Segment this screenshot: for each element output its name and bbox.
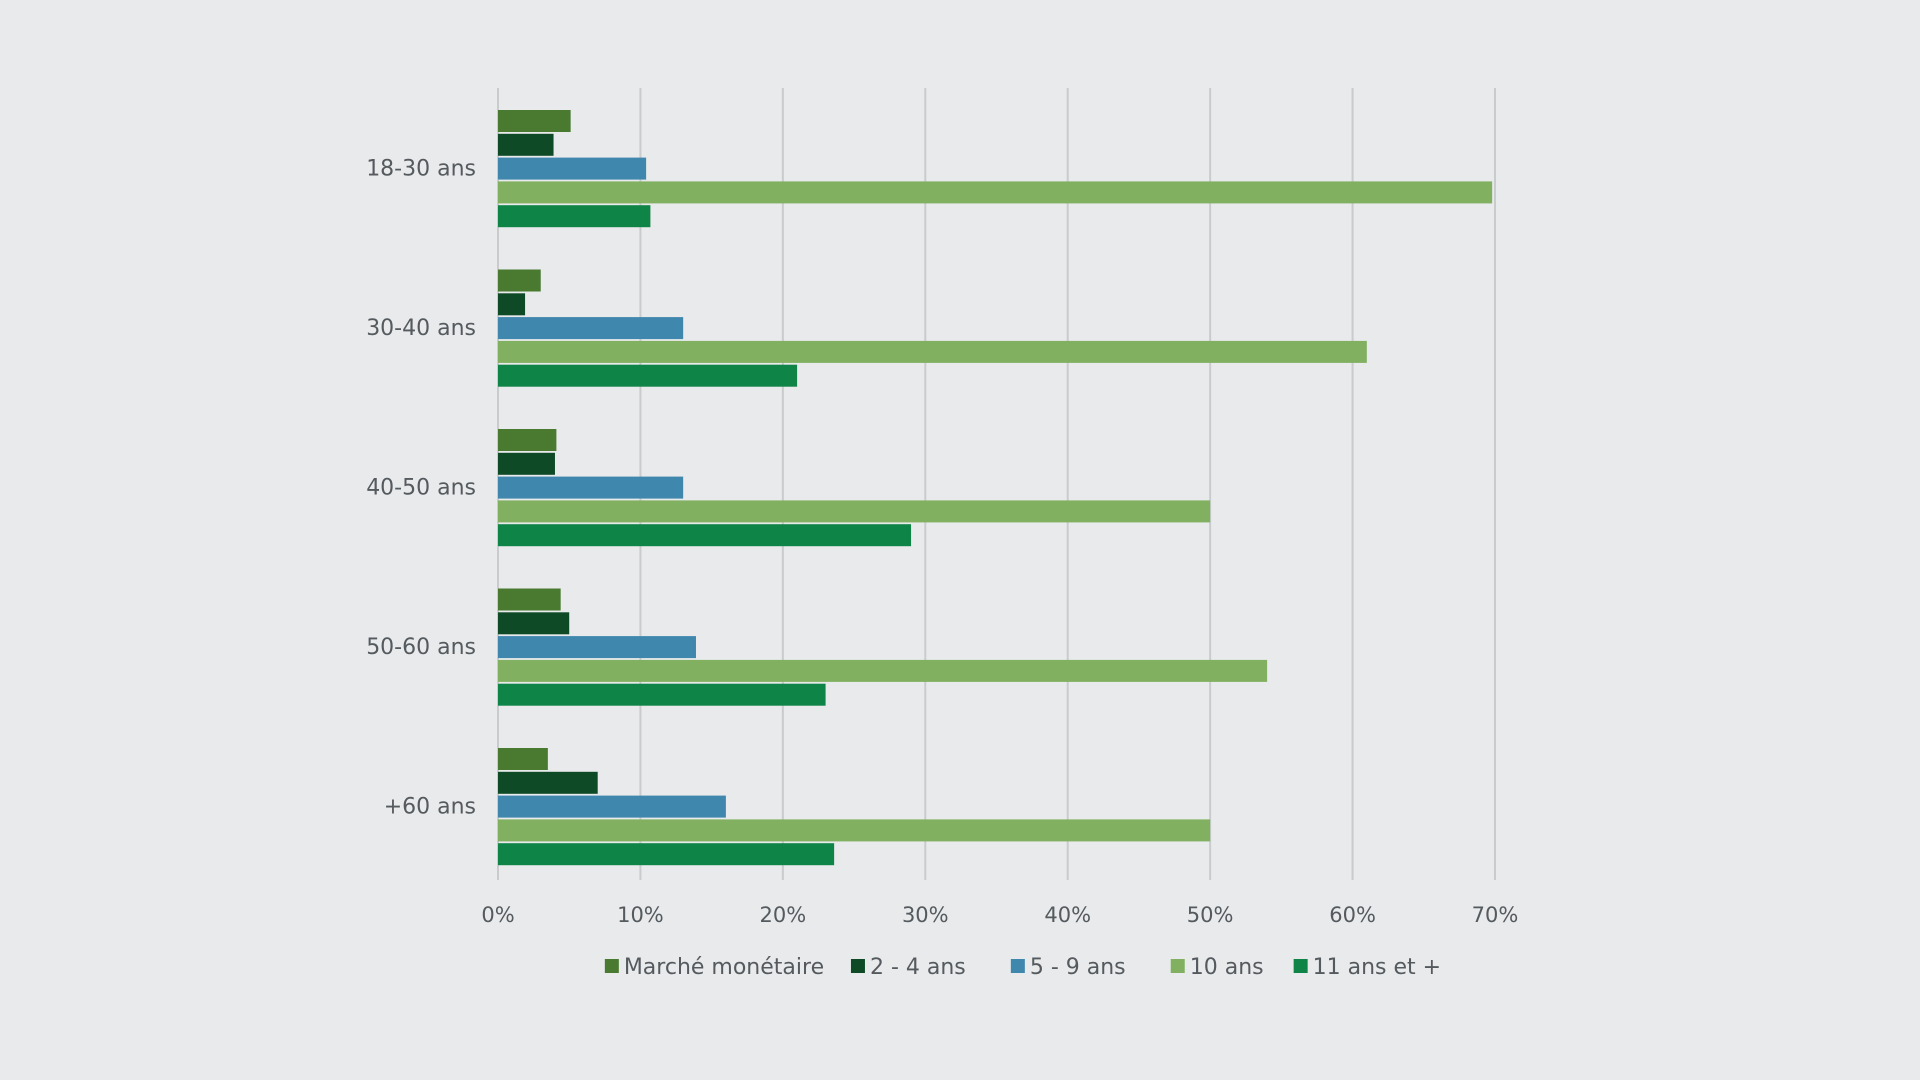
x-tick-label-0: 0% [481, 903, 514, 927]
bar-group-3 [498, 588, 1268, 706]
legend-label-2: 5 - 9 ans [1030, 955, 1126, 980]
bar-3-2 [498, 636, 696, 659]
bar-4-2 [498, 795, 726, 818]
bar-3-3 [498, 659, 1268, 682]
legend: Marché monétaire 2 - 4 ans 5 - 9 ans 10 ans… [604, 955, 1441, 980]
bar-4-4 [498, 843, 835, 866]
legend-label-1: 2 - 4 ans [870, 955, 966, 980]
legend-item-0: Marché monétaire [604, 955, 824, 980]
bar-group-1 [498, 269, 1367, 387]
bar-0-0 [498, 110, 571, 132]
bar-1-1 [498, 293, 526, 316]
bar-1-3 [498, 340, 1367, 363]
bar-1-2 [498, 317, 684, 340]
x-tick-label-4: 40% [1044, 903, 1091, 927]
legend-label-4: 11 ans et + [1313, 955, 1441, 980]
x-tick-label-3: 30% [902, 903, 949, 927]
bar-0-3 [498, 181, 1493, 204]
bar-0-2 [498, 157, 647, 180]
legend-swatch-2 [1010, 959, 1025, 973]
category-label-4: +60 ans [384, 795, 476, 820]
bars [498, 110, 1493, 866]
x-tick-label-6: 60% [1329, 903, 1376, 927]
bar-0-1 [498, 133, 554, 156]
bar-2-3 [498, 500, 1211, 523]
legend-swatch-1 [850, 959, 865, 973]
bar-group-4 [498, 748, 1211, 866]
legend-swatch-0 [604, 959, 619, 973]
category-label-3: 50-60 ans [366, 635, 476, 660]
legend-item-1: 2 - 4 ans [850, 955, 966, 980]
bar-2-0 [498, 429, 557, 451]
bar-0-4 [498, 205, 651, 228]
legend-swatch-4 [1293, 959, 1308, 973]
legend-item-4: 11 ans et + [1293, 955, 1441, 980]
bar-2-2 [498, 476, 684, 499]
bar-group-0 [498, 110, 1493, 228]
legend-label-3: 10 ans [1190, 955, 1264, 980]
legend-item-3: 10 ans [1170, 955, 1264, 980]
bar-2-4 [498, 524, 912, 547]
category-label-1: 30-40 ans [366, 316, 476, 341]
bar-1-0 [498, 269, 541, 292]
y-axis: 18-30 ans 30-40 ans 40-50 ans 50-60 ans +60 … [366, 157, 476, 820]
bar-3-0 [498, 588, 561, 611]
x-tick-label-7: 70% [1472, 903, 1519, 927]
bar-4-1 [498, 771, 598, 794]
legend-item-2: 5 - 9 ans [1010, 955, 1126, 980]
category-label-2: 40-50 ans [366, 476, 476, 501]
legend-label-0: Marché monétaire [624, 955, 824, 980]
bar-1-4 [498, 364, 798, 387]
bar-3-4 [498, 683, 826, 706]
bar-group-2 [498, 429, 1211, 547]
x-tick-label-2: 20% [760, 903, 807, 927]
bar-2-1 [498, 452, 555, 475]
bar-4-0 [498, 748, 548, 770]
category-label-0: 18-30 ans [366, 157, 476, 182]
x-tick-label-5: 50% [1187, 903, 1234, 927]
bar-3-1 [498, 612, 570, 635]
legend-swatch-3 [1170, 959, 1185, 973]
x-axis: 0% 10% 20% 30% 40% 50% 60% 70% [481, 903, 1518, 927]
x-tick-label-1: 10% [617, 903, 664, 927]
bar-4-3 [498, 819, 1211, 842]
